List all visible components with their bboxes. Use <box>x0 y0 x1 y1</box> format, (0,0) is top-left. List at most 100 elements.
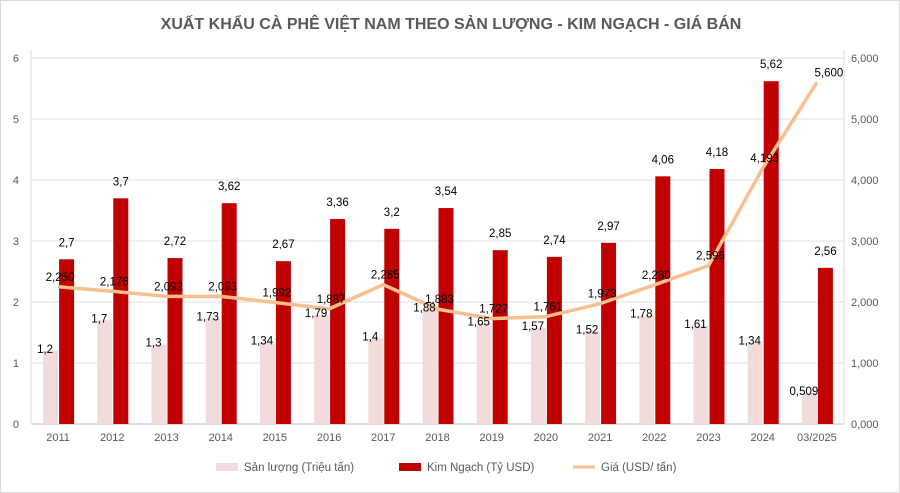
left-axis-tick: 5 <box>13 114 19 126</box>
legend-label: Sản lượng (Triệu tấn) <box>244 462 354 474</box>
price-data-label: 2,596 <box>696 251 725 263</box>
x-axis-tick: 2016 <box>317 432 341 444</box>
volume-data-label: 1,88 <box>413 302 435 314</box>
left-axis-tick: 4 <box>13 175 19 187</box>
price-data-label: 1,887 <box>317 294 346 306</box>
volume-data-label: 1,34 <box>251 335 274 347</box>
right-axis-tick: 3,000 <box>851 236 879 248</box>
x-axis-tick: 2022 <box>642 432 666 444</box>
left-axis-tick: 1 <box>13 358 19 370</box>
volume-data-label: 1,79 <box>305 308 327 320</box>
volume-data-label: 1,34 <box>739 335 762 347</box>
price-data-label: 5,600 <box>815 67 844 79</box>
volume-bar <box>314 314 330 424</box>
price-data-label: 1,727 <box>479 304 508 316</box>
volume-bar <box>43 350 59 424</box>
x-axis-tick: 2014 <box>208 432 232 444</box>
volume-data-label: 1,57 <box>522 321 544 333</box>
value-data-label: 3,62 <box>218 181 240 193</box>
volume-data-label: 1,7 <box>91 313 107 325</box>
legend-swatch <box>216 463 238 471</box>
value-data-label: 2,72 <box>164 236 186 248</box>
volume-bar <box>747 342 763 424</box>
right-axis-tick: 2,000 <box>851 297 879 309</box>
value-data-label: 2,67 <box>272 239 294 251</box>
x-axis-tick: 2019 <box>479 432 503 444</box>
price-data-label: 2,280 <box>642 270 671 282</box>
chart-title: XUẤT KHẨU CÀ PHÊ VIỆT NAM THEO SẢN LƯỢNG… <box>161 14 742 33</box>
value-data-label: 2,7 <box>59 237 75 249</box>
value-data-label: 3,54 <box>435 186 458 198</box>
legend-label: Giá (USD/ tấn) <box>601 462 677 474</box>
price-data-label: 1,973 <box>588 289 617 301</box>
volume-bar <box>205 318 221 424</box>
volume-data-label: 1,61 <box>684 319 706 331</box>
legend-swatch <box>399 463 421 471</box>
value-data-label: 2,56 <box>814 246 836 258</box>
volume-data-label: 1,65 <box>468 316 490 328</box>
value-bar <box>221 203 237 424</box>
price-data-label: 1,761 <box>534 302 563 314</box>
price-data-label: 4,193 <box>750 153 779 165</box>
price-data-label: 2,176 <box>100 276 129 288</box>
value-bar <box>817 267 833 424</box>
x-axis-tick: 2023 <box>696 432 720 444</box>
volume-bar <box>585 331 601 424</box>
volume-data-label: 1,3 <box>146 338 162 350</box>
x-axis-tick: 2013 <box>154 432 178 444</box>
volume-bar <box>97 320 113 424</box>
volume-bar <box>693 325 709 424</box>
right-axis-tick: 1,000 <box>851 358 879 370</box>
value-bar <box>709 169 725 424</box>
volume-bar <box>801 392 817 424</box>
value-bar <box>546 256 562 424</box>
legend-label: Kim Ngạch (Tỷ USD) <box>427 462 535 474</box>
value-bar <box>167 258 183 424</box>
value-bar <box>601 242 617 424</box>
x-axis-tick: 2024 <box>750 432 774 444</box>
price-data-label: 1,992 <box>263 287 292 299</box>
value-bar <box>330 219 346 424</box>
right-axis-tick: 6,000 <box>851 53 879 65</box>
x-axis-tick: 2017 <box>371 432 395 444</box>
volume-bar <box>151 344 167 424</box>
value-data-label: 3,36 <box>326 197 348 209</box>
x-axis-tick: 2018 <box>425 432 449 444</box>
value-data-label: 2,85 <box>489 228 511 240</box>
price-data-label: 1,883 <box>425 294 454 306</box>
x-axis-tick: 03/2025 <box>797 432 837 444</box>
volume-data-label: 1,4 <box>362 332 379 344</box>
price-line <box>57 81 819 321</box>
price-data-label: 2,093 <box>208 281 237 293</box>
x-axis-tick: 2020 <box>534 432 558 444</box>
value-data-label: 5,62 <box>760 59 782 71</box>
left-axis-tick: 2 <box>13 297 19 309</box>
x-axis-tick: 2021 <box>588 432 612 444</box>
x-axis-tick: 2015 <box>263 432 287 444</box>
value-bar <box>275 261 291 424</box>
volume-data-label: 1,78 <box>630 308 652 320</box>
volume-data-label: 1,2 <box>37 344 53 356</box>
price-data-label: 2,092 <box>154 281 183 293</box>
right-axis-tick: 4,000 <box>851 175 879 187</box>
value-data-label: 3,2 <box>384 207 400 219</box>
value-bar <box>655 176 671 424</box>
volume-data-label: 1,52 <box>576 324 598 336</box>
value-bar <box>492 250 508 424</box>
value-data-label: 4,18 <box>706 147 728 159</box>
price-data-label: 2,250 <box>46 272 75 284</box>
volume-bar <box>259 342 275 424</box>
x-axis-tick: 2012 <box>100 432 124 444</box>
volume-bar <box>422 309 438 424</box>
left-axis-tick: 6 <box>13 53 19 65</box>
value-bar <box>59 259 75 424</box>
value-data-label: 3,7 <box>113 176 129 188</box>
volume-bar <box>368 338 384 424</box>
volume-data-label: 1,73 <box>197 311 219 323</box>
value-bar <box>438 208 454 424</box>
value-bar <box>763 81 779 425</box>
right-axis-tick: 0,000 <box>851 419 879 431</box>
value-bar <box>384 228 400 424</box>
